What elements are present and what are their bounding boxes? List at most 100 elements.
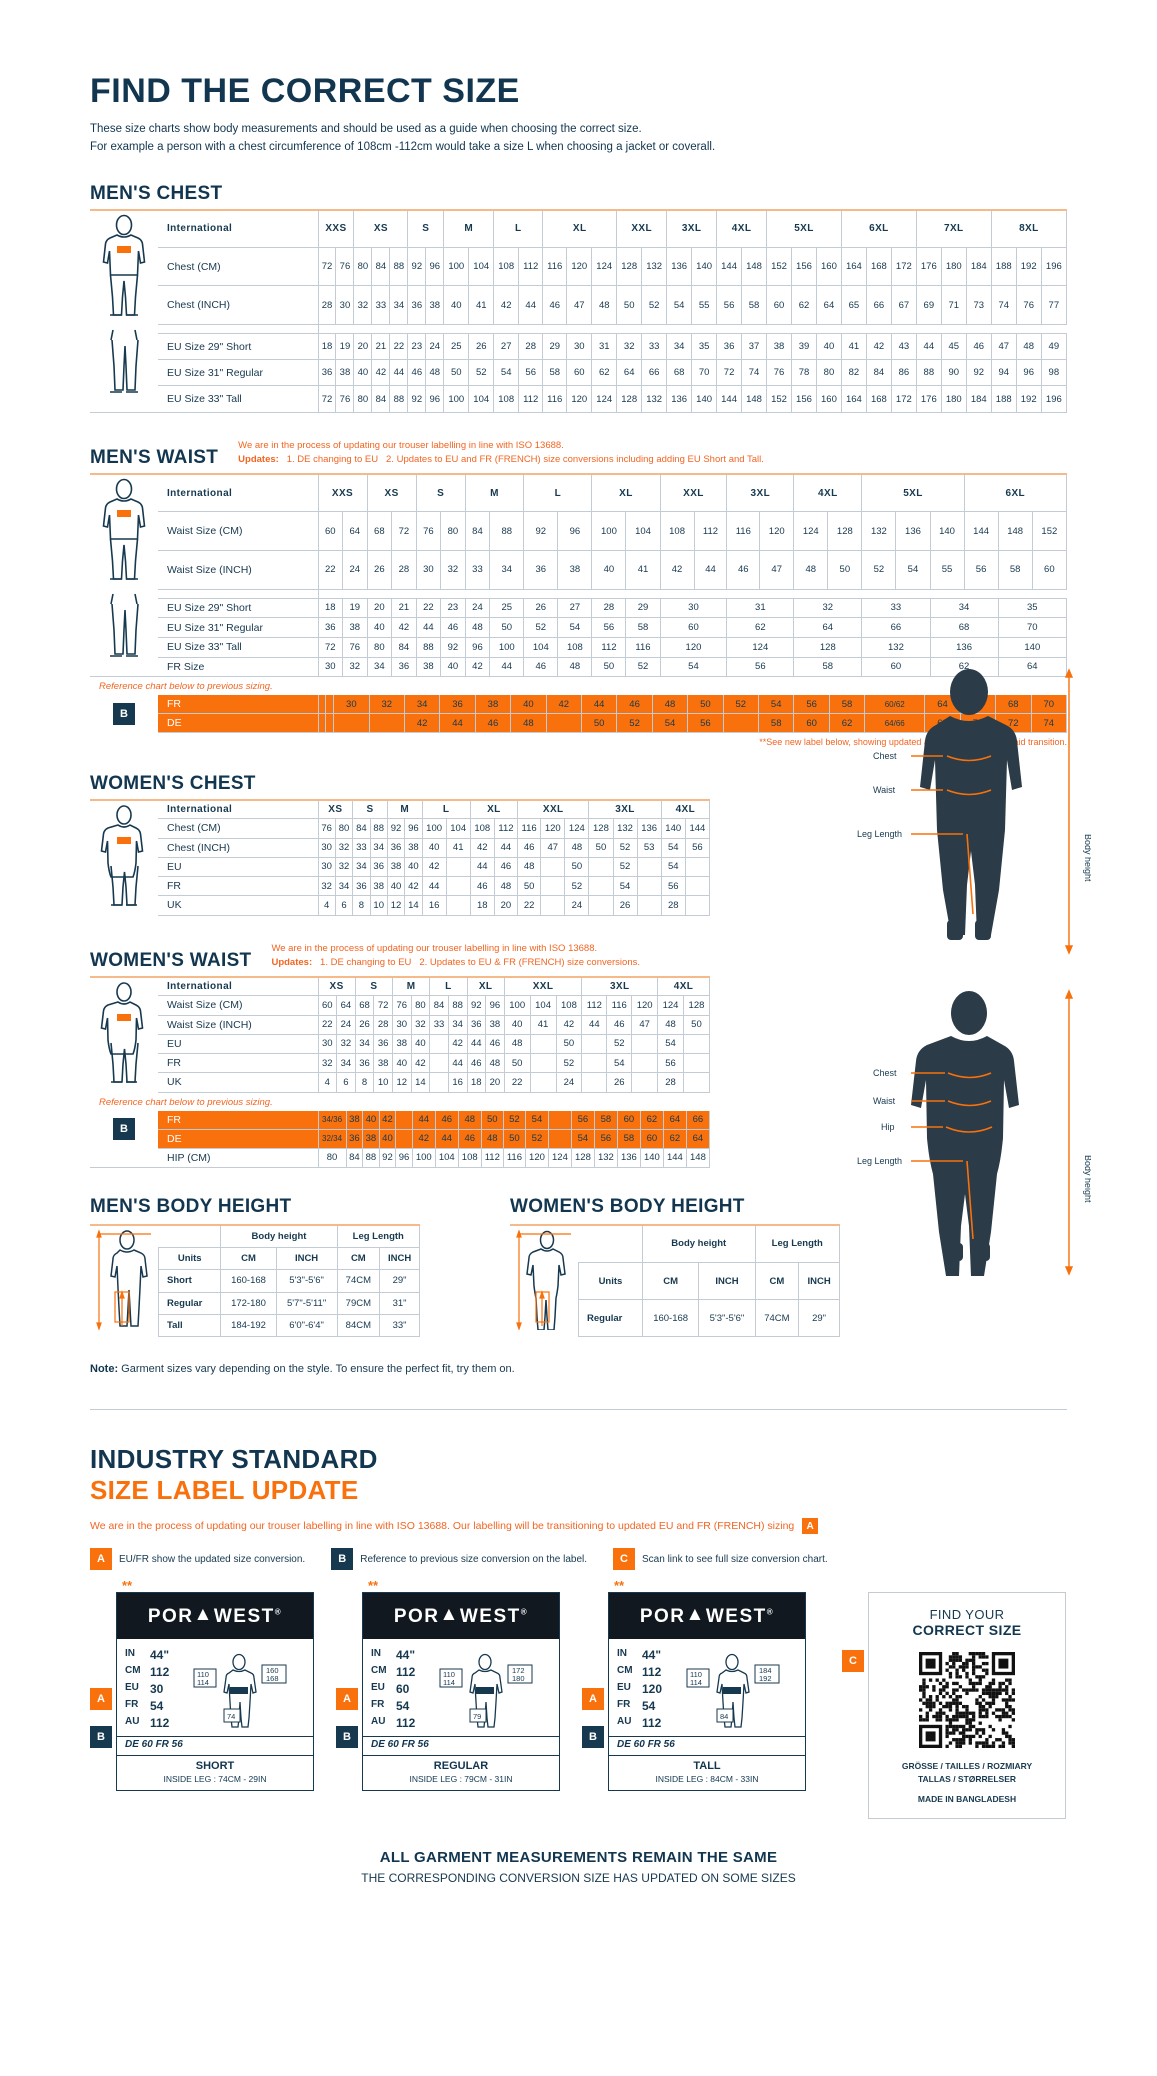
badge-a: A <box>582 1688 604 1711</box>
table-cell: 6XL <box>841 208 917 248</box>
table-cell: 22 <box>318 1015 338 1035</box>
table-cell: 30 <box>318 657 344 678</box>
table-cell: 52 <box>503 1110 526 1130</box>
table-cell <box>723 713 760 734</box>
table-cell: Regular <box>157 1291 222 1315</box>
table-cell: 64 <box>793 617 863 638</box>
table-cell: 124 <box>591 385 618 413</box>
table-cell: 36 <box>523 550 559 590</box>
table-cell: M <box>387 799 423 820</box>
table-cell <box>446 876 471 897</box>
table-cell: 54 <box>661 857 686 878</box>
table-cell <box>581 1072 608 1093</box>
table-cell: 56 <box>661 876 686 897</box>
table-cell: 140 <box>661 818 686 839</box>
table-cell: 54 <box>571 1129 595 1149</box>
table-cell <box>588 857 614 878</box>
table-cell: 84CM <box>336 1313 381 1338</box>
mens-waist-note: We are in the process of updating our tr… <box>238 439 764 470</box>
table-cell: 52 <box>556 1053 583 1074</box>
column-header: CM <box>220 1246 277 1271</box>
table-spacer-row <box>90 324 1067 413</box>
table-cell: 56 <box>726 657 795 678</box>
asterisk-marker: ** <box>122 1578 133 1594</box>
table-cell: 36 <box>370 857 388 878</box>
size-code-row: CM 112 <box>617 1664 662 1681</box>
table-cell: International <box>158 799 319 820</box>
table-cell: 40 <box>440 657 466 678</box>
badge-a: A <box>90 1688 112 1711</box>
size-code-row: AU 112 <box>125 1715 169 1732</box>
table-cell: 88 <box>362 1148 380 1168</box>
table-cell: 84 <box>371 385 391 413</box>
previous-size-line: DE 60 FR 56 <box>117 1736 313 1755</box>
table-cell: 52 <box>525 1129 549 1149</box>
table-cell: 136 <box>666 385 693 413</box>
table-cell: 36 <box>716 333 743 361</box>
table-cell <box>429 1072 449 1093</box>
table-cell: 30 <box>318 838 336 858</box>
table-cell: 140 <box>691 247 718 287</box>
size-code-value: 44" <box>642 1648 662 1663</box>
table-cell: 56 <box>594 1129 618 1149</box>
table-cell: 54 <box>666 285 693 326</box>
badge-b: B <box>331 1548 354 1571</box>
table-cell: 22 <box>318 550 344 590</box>
table-cell: 44 <box>581 695 618 715</box>
table-cell <box>395 1110 413 1130</box>
table-cell: 36 <box>467 1015 487 1035</box>
badge-b-cell: B <box>90 1110 158 1149</box>
table-cell: 8 <box>352 895 371 916</box>
table-cell: 56 <box>964 550 999 590</box>
table-cell: 40 <box>510 695 547 715</box>
table-cell: 128 <box>616 247 643 287</box>
table-cell: 48 <box>652 695 689 715</box>
table-cell: 172 <box>891 385 917 413</box>
table-cell: 30 <box>333 695 370 715</box>
table-cell: 128 <box>588 818 614 839</box>
table-cell: 34 <box>404 695 441 715</box>
table-cell: M <box>443 208 495 248</box>
table-cell <box>637 876 662 897</box>
qr-code[interactable] <box>919 1652 1015 1749</box>
table-cell: 40 <box>367 617 393 638</box>
table-cell: 38 <box>485 1015 505 1035</box>
table-cell: 19 <box>335 333 355 361</box>
male-model-diagram: Chest Waist Leg Length Body height <box>851 664 1093 969</box>
table-cell: 53 <box>637 838 662 858</box>
size-code-value: 120 <box>642 1682 663 1697</box>
table-cell: 80 <box>318 1148 347 1168</box>
table-cell: 152 <box>1032 511 1068 551</box>
table-cell <box>333 713 370 734</box>
table-cell: 34 <box>367 657 393 678</box>
table-cell: 92 <box>407 385 427 413</box>
table-cell: 40 <box>387 876 406 897</box>
table-cell: 56 <box>793 695 830 715</box>
labels-row: ** POR▲WEST® IN 44" CM 112 EU 30 FR 54 AU 112 110 1… <box>90 1578 1067 1819</box>
table-cell: 124 <box>726 637 795 658</box>
column-header: INCH <box>798 1262 840 1301</box>
table-cell: 48 <box>557 657 593 678</box>
table-cell: 84 <box>371 247 391 287</box>
table-cell: 39 <box>791 333 817 361</box>
table-cell: 24 <box>336 1015 356 1035</box>
table-cell: 32/34 <box>318 1129 347 1149</box>
table-cell: 25 <box>443 333 470 361</box>
table-cell: 30 <box>335 285 355 326</box>
size-code-row: FR 54 <box>125 1698 169 1715</box>
table-cell: 50 <box>503 1129 526 1149</box>
table-cell: XL <box>591 473 661 513</box>
label-person-icon: 110 114 74 160 168 <box>193 1653 287 1728</box>
table-cell: 29" <box>798 1299 840 1338</box>
qr-card[interactable]: FIND YOUR CORRECT SIZE GRÖSSE / TAILLES / … <box>868 1592 1066 1819</box>
table-cell: FR <box>158 695 319 715</box>
table-cell: 34 <box>930 598 999 619</box>
table-cell: 38 <box>373 1053 393 1074</box>
table-cell: Tall <box>157 1313 222 1338</box>
table-cell: 54 <box>493 359 520 387</box>
table-cell: International <box>158 473 319 513</box>
table-cell: 50 <box>489 617 525 638</box>
svg-text:79: 79 <box>473 1712 481 1721</box>
table-cell: 32 <box>793 598 863 619</box>
